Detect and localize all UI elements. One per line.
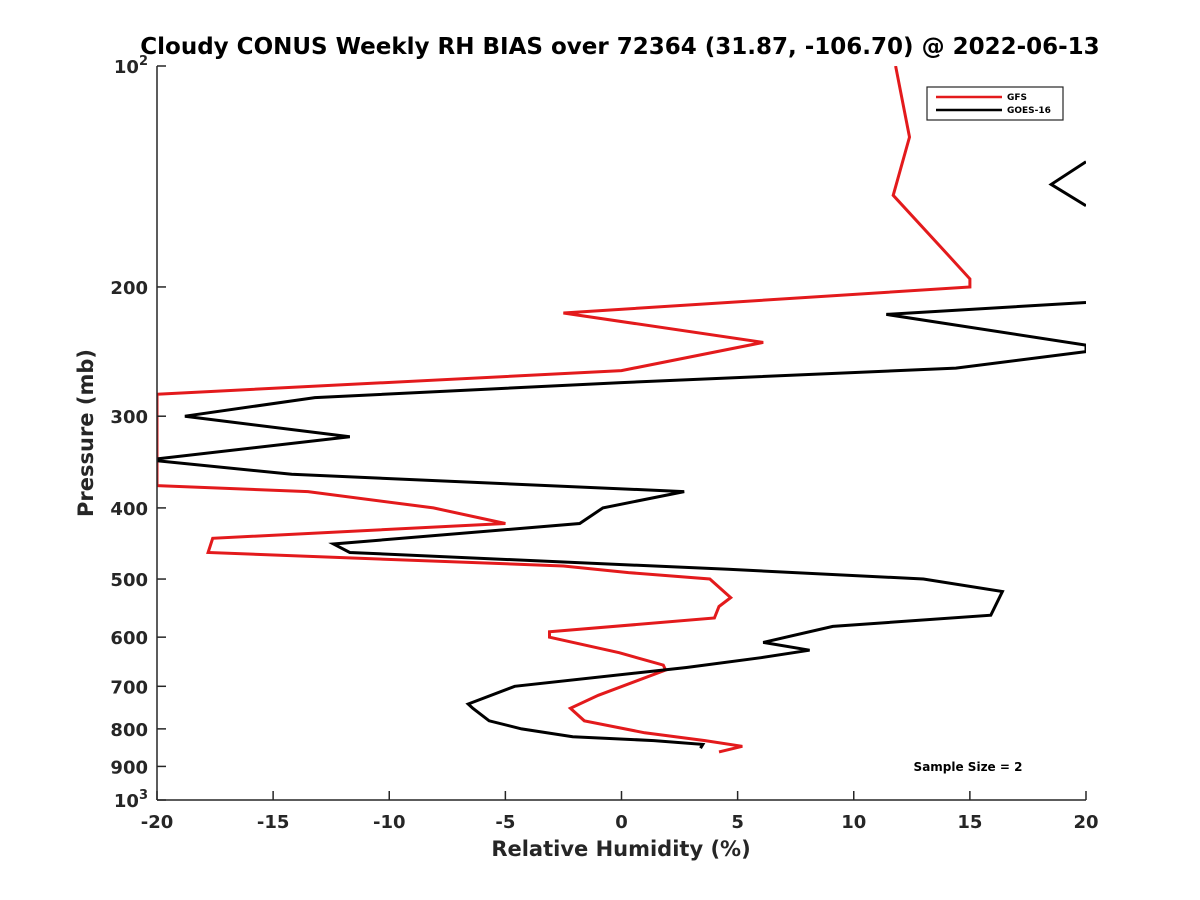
x-tick-label: 15 (957, 812, 982, 833)
y-tick-label: 700 (110, 677, 148, 698)
legend: GFS GOES-16 (926, 86, 1064, 121)
y-axis-label: Pressure (mb) (74, 349, 98, 517)
series-line-goes-16 (157, 160, 1086, 749)
plot-area (157, 66, 1086, 754)
sample-size-annotation: Sample Size = 2 (914, 760, 1023, 774)
y-tick-label: 300 (110, 407, 148, 428)
x-axis-label: Relative Humidity (%) (491, 837, 750, 861)
y-tick-label: 600 (110, 628, 148, 649)
x-tick-label: -20 (141, 812, 174, 833)
x-ticks: -20 -15 -10 -5 0 5 10 15 20 (141, 791, 1099, 833)
x-tick-label: 20 (1073, 812, 1098, 833)
legend-label: GOES-16 (1007, 106, 1051, 116)
y-tick-label: 900 (110, 757, 148, 778)
y-tick-label: 500 (110, 570, 148, 591)
axes (156, 66, 1086, 801)
y-tick-label: 800 (110, 720, 148, 741)
y-tick-label: 103 (114, 788, 148, 812)
x-tick-label: 10 (841, 812, 866, 833)
x-tick-label: 5 (731, 812, 744, 833)
x-tick-label: -5 (495, 812, 515, 833)
y-tick-label: 200 (110, 278, 148, 299)
legend-box (926, 86, 1064, 121)
chart-title: Cloudy CONUS Weekly RH BIAS over 72364 (… (140, 34, 1099, 60)
y-tick-label: 400 (110, 499, 148, 520)
y-ticks: 102 200 300 400 500 600 700 800 900 103 (110, 54, 166, 812)
x-tick-label: -10 (373, 812, 406, 833)
y-tick-label: 102 (114, 54, 148, 78)
series-line-gfs (157, 66, 972, 754)
x-tick-label: -15 (257, 812, 290, 833)
legend-label: GFS (1007, 93, 1027, 103)
x-tick-label: 0 (615, 812, 628, 833)
